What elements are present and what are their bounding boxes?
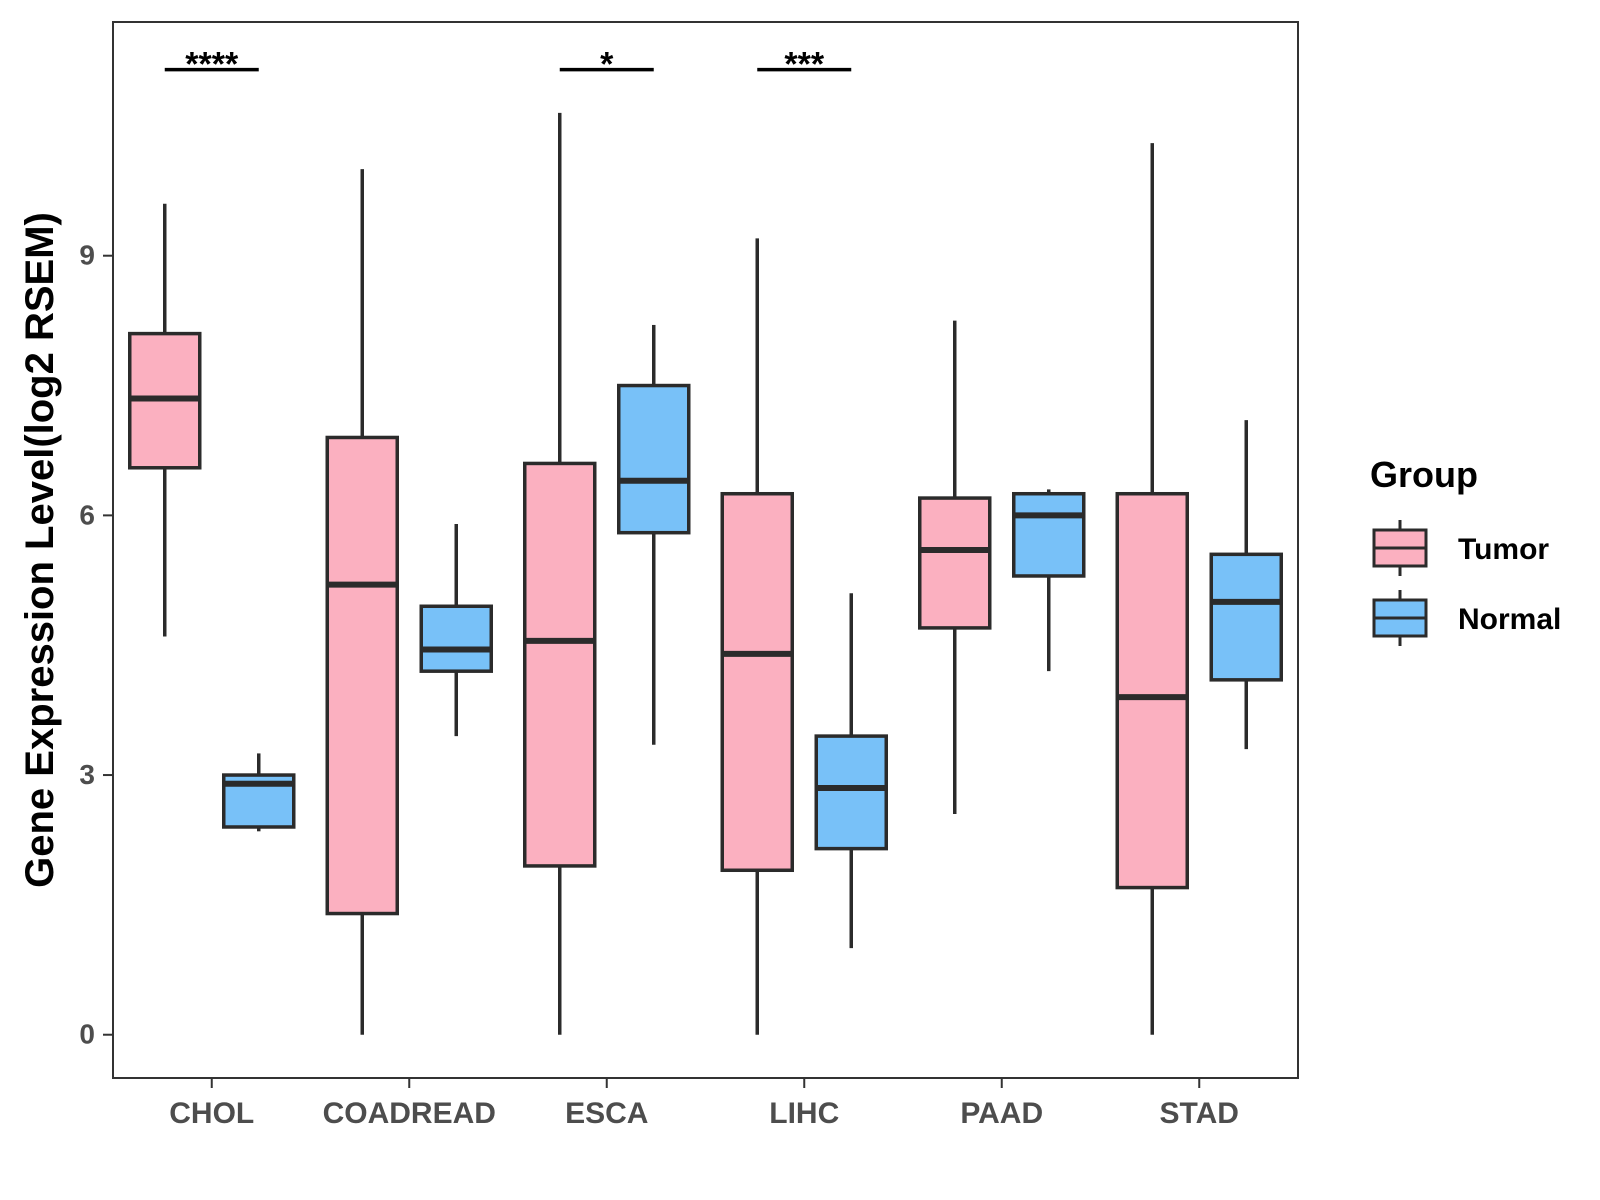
x-tick-label-chol: CHOL [169, 1097, 254, 1130]
y-axis-title: Gene Expression Level(log2 RSEM) [18, 212, 62, 888]
box-normal-paad [1012, 491, 1086, 578]
box-tumor-esca [523, 461, 597, 868]
box-tumor-stad [1115, 491, 1189, 890]
x-tick-label-stad: STAD [1160, 1097, 1239, 1130]
plot-area: **** * *** [128, 46, 1283, 1035]
box-normal-lihc [814, 734, 888, 851]
box-normal-stad [1209, 552, 1283, 682]
legend: Group Tumor Normal [1370, 454, 1561, 646]
y-tick-label-0: 0 [79, 1019, 95, 1050]
box-tumor-coadread [325, 435, 399, 916]
legend-label-tumor: Tumor [1458, 533, 1549, 566]
y-tick-label-6: 6 [79, 499, 95, 530]
box-tumor-lihc [720, 491, 794, 873]
y-tick-label-9: 9 [79, 240, 95, 271]
box-tumor-paad [918, 496, 992, 630]
box-normal-coadread [419, 604, 493, 673]
panel-border [112, 21, 1299, 1079]
significance-label-esca: * [600, 46, 614, 84]
x-tick-label-paad: PAAD [960, 1097, 1043, 1130]
legend-label-normal: Normal [1458, 603, 1561, 636]
significance-label-chol: **** [185, 46, 239, 84]
box-normal-esca [617, 383, 691, 535]
legend-title: Group [1370, 454, 1478, 495]
x-tick-label-lihc: LIHC [769, 1097, 839, 1130]
x-tick-label-esca: ESCA [565, 1097, 648, 1130]
significance-label-lihc: *** [784, 46, 824, 84]
x-tick-label-coadread: COADREAD [323, 1097, 496, 1130]
y-tick-label-3: 3 [79, 759, 95, 790]
axes: 0 3 6 9 CHOL COADREAD ESCA LIHC PAAD STAD [79, 240, 1239, 1130]
